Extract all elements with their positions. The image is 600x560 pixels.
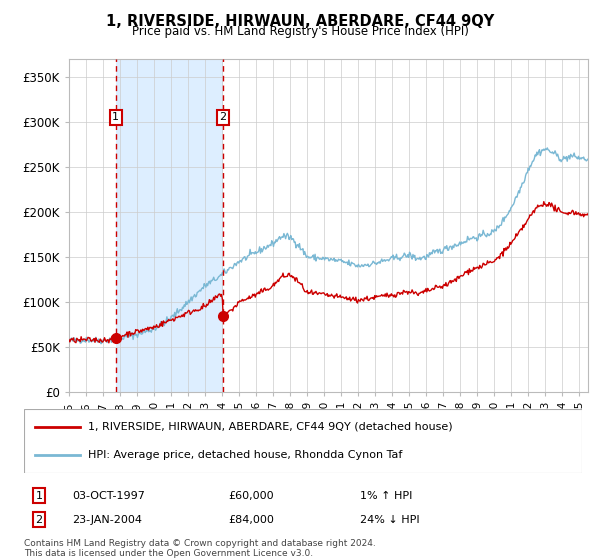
Text: 2: 2 — [35, 515, 43, 525]
Text: £84,000: £84,000 — [228, 515, 274, 525]
Text: 1: 1 — [35, 491, 43, 501]
Text: This data is licensed under the Open Government Licence v3.0.: This data is licensed under the Open Gov… — [24, 549, 313, 558]
Text: 23-JAN-2004: 23-JAN-2004 — [72, 515, 142, 525]
Text: 1, RIVERSIDE, HIRWAUN, ABERDARE, CF44 9QY: 1, RIVERSIDE, HIRWAUN, ABERDARE, CF44 9Q… — [106, 14, 494, 29]
Text: 24% ↓ HPI: 24% ↓ HPI — [360, 515, 419, 525]
Text: Price paid vs. HM Land Registry's House Price Index (HPI): Price paid vs. HM Land Registry's House … — [131, 25, 469, 38]
Text: 2: 2 — [220, 113, 227, 122]
Text: 1, RIVERSIDE, HIRWAUN, ABERDARE, CF44 9QY (detached house): 1, RIVERSIDE, HIRWAUN, ABERDARE, CF44 9Q… — [88, 422, 453, 432]
Text: 1: 1 — [112, 113, 119, 122]
Text: 1% ↑ HPI: 1% ↑ HPI — [360, 491, 412, 501]
Text: 03-OCT-1997: 03-OCT-1997 — [72, 491, 145, 501]
Bar — [116, 59, 223, 392]
Text: HPI: Average price, detached house, Rhondda Cynon Taf: HPI: Average price, detached house, Rhon… — [88, 450, 403, 460]
Text: Contains HM Land Registry data © Crown copyright and database right 2024.: Contains HM Land Registry data © Crown c… — [24, 539, 376, 548]
Text: £60,000: £60,000 — [228, 491, 274, 501]
